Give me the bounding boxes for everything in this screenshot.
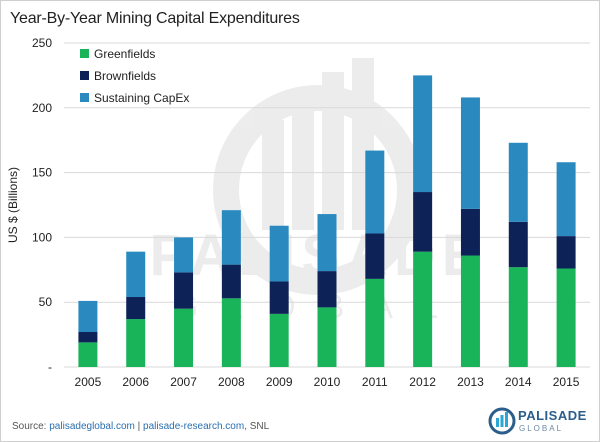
bar-sustaining-capex-2011 [365,150,385,234]
palisade-logo: PALISADE GLOBAL [488,404,592,438]
chart-title: Year-By-Year Mining Capital Expenditures [10,10,300,27]
bar-brownfields-2015 [556,236,576,269]
x-tick-label: 2014 [505,375,532,389]
source-link-palisadeglobal[interactable]: palisadeglobal.com [49,421,135,432]
x-tick-label: 2007 [170,375,197,389]
bar-sustaining-capex-2006 [126,251,146,298]
bar-greenfields-2015 [556,268,576,367]
x-tick-label: 2009 [266,375,293,389]
bar-greenfields-2006 [126,319,146,367]
y-axis-label: US $ (Billions) [6,167,20,243]
x-tick-label: 2010 [314,375,341,389]
bar-brownfields-2012 [413,192,433,252]
bar-greenfields-2012 [413,251,433,367]
y-tick-label: 200 [32,101,52,115]
bar-greenfields-2007 [174,308,194,367]
x-tick-label: 2015 [553,375,580,389]
bar-sustaining-capex-2007 [174,237,194,273]
bar-greenfields-2008 [221,298,241,367]
bar-sustaining-capex-2015 [556,162,576,237]
bar-brownfields-2014 [508,221,528,268]
bar-sustaining-capex-2008 [221,210,241,265]
bar-brownfields-2013 [460,208,480,256]
bar-sustaining-capex-2012 [413,75,433,193]
source-suffix: , SNL [244,421,270,432]
bar-sustaining-capex-2010 [317,214,337,272]
logo-sub: GLOBAL [519,424,564,433]
y-tick-label: 250 [32,36,52,50]
bar-sustaining-capex-2013 [460,97,480,209]
logo-icon [488,407,516,435]
legend-swatch [80,49,89,58]
watermark-bar-icon [322,72,344,230]
bar-brownfields-2009 [269,281,289,314]
x-tick-labels: 2005 2006 2007 2008 2009 2010 2011 2012 2013 2014… [75,375,580,389]
bar-greenfields-2011 [365,278,385,367]
bar-sustaining-capex-2005 [78,300,98,333]
bar-brownfields-2008 [221,264,241,299]
bar-brownfields-2010 [317,271,337,308]
x-tick-label: 2008 [218,375,245,389]
bar-brownfields-2005 [78,332,98,343]
bar-greenfields-2014 [508,267,528,367]
y-tick-labels: - 50 100 150 200 250 [32,36,52,374]
y-tick-label: 150 [32,166,52,180]
bar-greenfields-2010 [317,307,337,367]
y-tick-label: 100 [32,230,52,244]
legend-swatch [80,71,89,80]
x-tick-label: 2011 [362,375,388,389]
legend-label: Brownfields [94,69,157,83]
bar-brownfields-2011 [365,233,385,279]
bar-greenfields-2013 [460,255,480,367]
y-tick-label: - [48,360,52,374]
legend-swatch [80,93,89,102]
bar-sustaining-capex-2014 [508,142,528,222]
bar-greenfields-2009 [269,313,289,367]
bar-brownfields-2006 [126,297,146,320]
watermark-bar-icon [262,120,284,230]
source-note: Source: palisadeglobal.com | palisade-re… [12,421,269,432]
legend-label: Sustaining CapEx [94,91,190,105]
bars [78,75,576,367]
source-link-palisade-research[interactable]: palisade-research.com [143,421,245,432]
x-tick-label: 2005 [75,375,102,389]
x-tick-label: 2006 [122,375,149,389]
logo-name: PALISADE [518,408,587,423]
legend-label: Greenfields [94,47,156,61]
source-prefix: Source: [12,421,50,432]
y-tick-label: 50 [39,295,53,309]
bar-greenfields-2005 [78,342,98,367]
bar-sustaining-capex-2009 [269,225,289,282]
source-separator: | [134,421,144,432]
x-tick-label: 2013 [457,375,484,389]
watermark-sub: GLOBAL [172,288,464,326]
watermark-bar-icon [292,95,314,230]
bar-brownfields-2007 [174,272,194,309]
x-tick-label: 2012 [409,375,436,389]
